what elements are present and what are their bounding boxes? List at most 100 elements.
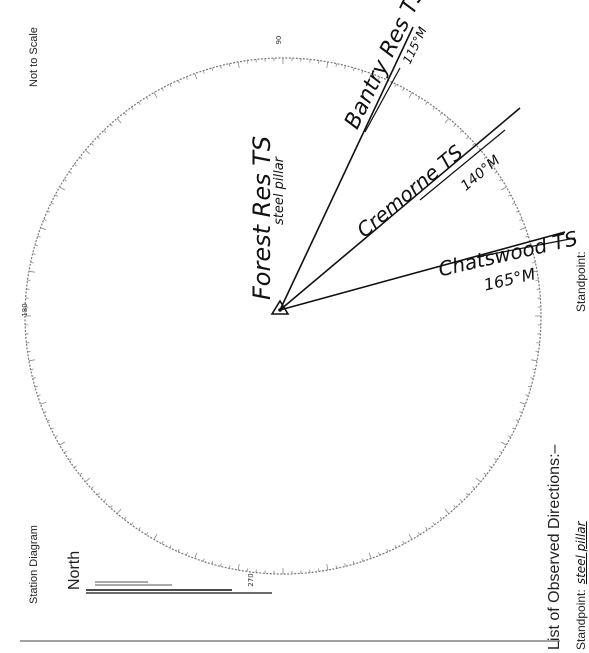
protractor-tick <box>472 486 475 489</box>
protractor-tick <box>55 194 58 197</box>
circle-label-90: 90 <box>275 36 283 45</box>
protractor-tick <box>37 235 41 238</box>
protractor-tick <box>489 164 492 167</box>
protractor-tick <box>394 545 397 549</box>
protractor-tick <box>37 394 41 397</box>
protractor-tick <box>439 516 443 520</box>
protractor-tick <box>532 368 536 370</box>
circle-label-270: 270 <box>247 573 255 586</box>
protractor-tick <box>519 219 523 221</box>
protractor-tick <box>131 522 134 525</box>
protractor-tick <box>444 118 450 124</box>
protractor-tick <box>202 558 205 562</box>
protractor-tick <box>177 548 180 552</box>
protractor-tick <box>408 534 413 540</box>
protractor-tick <box>123 516 127 520</box>
protractor-tick <box>472 143 475 146</box>
station-triangle-symbol <box>270 299 290 315</box>
protractor-tick <box>30 262 34 264</box>
protractor-tick <box>220 563 222 567</box>
protractor-tick <box>402 541 405 544</box>
protractor-tick <box>47 419 51 422</box>
protractor-tick <box>28 270 35 273</box>
protractor-tick <box>466 492 469 496</box>
protractor-tick <box>34 385 39 388</box>
protractor-tick <box>145 96 149 100</box>
protractor-tick <box>519 411 523 413</box>
protractor-tick <box>527 244 532 247</box>
protractor-tick <box>59 441 65 446</box>
protractor-tick <box>79 156 83 160</box>
protractor-tick <box>368 73 372 80</box>
protractor-tick <box>508 194 511 197</box>
protractor-tick <box>211 67 214 72</box>
protractor-tick <box>131 107 134 110</box>
protractor-tick <box>335 565 337 569</box>
ray-chatswood <box>279 231 566 311</box>
protractor-tick <box>110 124 113 127</box>
protractor-tick <box>501 441 507 446</box>
protractor-tick <box>326 61 329 68</box>
protractor-tick <box>229 565 231 569</box>
protractor-tick <box>103 499 107 502</box>
not-to-scale-label: Not to Scale <box>28 27 40 87</box>
protractor-tick <box>110 505 113 508</box>
protractor-tick <box>74 164 77 167</box>
protractor-tick <box>432 107 435 110</box>
protractor-tick <box>439 112 443 116</box>
protractor-tick <box>352 67 355 72</box>
protractor-tick <box>326 564 329 571</box>
standpoint-row: Standpoint: steel pillar <box>570 521 589 650</box>
protractor-tick <box>59 186 65 191</box>
circle-label-180: 180 <box>21 303 29 316</box>
protractor-tick <box>68 458 72 461</box>
protractor-tick <box>519 401 526 405</box>
protractor-tick <box>43 219 47 221</box>
protractor-tick <box>85 149 91 155</box>
standpoint-label-right: Standpoint: <box>574 251 588 312</box>
protractor-tick <box>161 541 164 544</box>
protractor-tick <box>425 101 428 105</box>
protractor-tick <box>525 235 529 238</box>
protractor-tick <box>169 545 172 549</box>
protractor-tick <box>532 262 536 264</box>
protractor-tick <box>186 76 188 80</box>
ray-bantry <box>279 26 414 311</box>
underline-chatswood <box>481 237 576 257</box>
protractor-tick <box>138 527 141 531</box>
north-label: North <box>66 550 83 590</box>
protractor-tick <box>34 244 39 247</box>
station-center-dot <box>278 308 282 312</box>
protractor-tick <box>466 136 469 140</box>
protractor-tick <box>177 80 180 84</box>
protractor-tick <box>368 552 372 559</box>
protractor-tick <box>47 210 51 213</box>
protractor-tick <box>475 477 481 483</box>
underline-bantry <box>364 67 401 133</box>
protractor-tick <box>220 65 222 69</box>
protractor-tick <box>116 508 122 514</box>
protractor-tick <box>79 472 83 476</box>
station-mark: steel pillar <box>272 156 287 225</box>
protractor-tick <box>425 527 428 531</box>
protractor-tick <box>169 83 172 87</box>
protractor-tick <box>519 227 526 231</box>
protractor-tick <box>103 130 107 133</box>
protractor-tick <box>525 394 529 397</box>
protractor-tick <box>153 92 158 98</box>
protractor-tick <box>508 435 511 438</box>
protractor-tick <box>483 472 487 476</box>
protractor-tick <box>194 552 198 559</box>
protractor-tick <box>91 143 94 146</box>
protractor-tick <box>335 63 337 67</box>
protractor-tick <box>453 124 456 127</box>
protractor-tick <box>211 560 214 565</box>
protractor-tick <box>74 465 77 468</box>
protractor-tick <box>97 136 100 140</box>
protractor-tick <box>494 171 498 174</box>
protractor-tick <box>394 83 397 87</box>
station-diagram-title: Station Diagram <box>28 525 40 604</box>
protractor-tick <box>515 419 519 422</box>
protractor-tick <box>50 202 54 205</box>
protractor-tick <box>459 130 463 133</box>
